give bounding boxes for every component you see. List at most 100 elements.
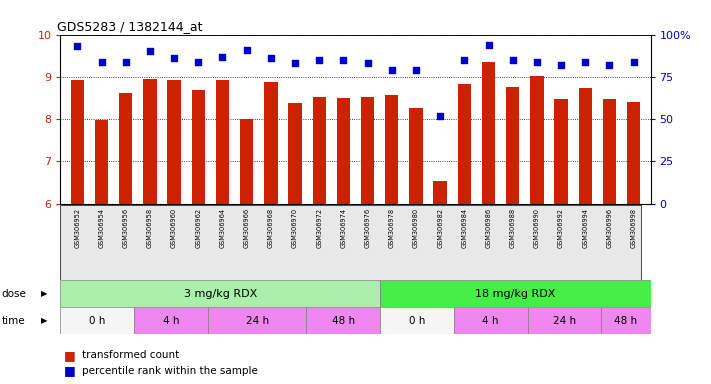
Text: 0 h: 0 h	[409, 316, 425, 326]
Text: GSM306990: GSM306990	[534, 208, 540, 248]
Text: 3 mg/kg RDX: 3 mg/kg RDX	[183, 289, 257, 299]
Point	[386, 67, 397, 73]
Bar	[240, 119, 253, 204]
Text: GSM306978: GSM306978	[389, 208, 395, 248]
Bar	[264, 82, 277, 204]
Text: GSM306974: GSM306974	[341, 208, 346, 248]
Text: GSM306986: GSM306986	[486, 208, 491, 248]
Bar	[95, 120, 108, 204]
Bar	[434, 181, 447, 204]
Text: GSM306952: GSM306952	[75, 208, 80, 248]
Bar	[313, 97, 326, 204]
Point	[579, 58, 591, 65]
Text: GSM306980: GSM306980	[413, 208, 419, 248]
Point	[483, 41, 494, 48]
Bar	[506, 86, 519, 204]
Bar	[337, 98, 350, 204]
Text: GSM306988: GSM306988	[510, 208, 515, 248]
Bar	[410, 108, 422, 204]
Bar	[306, 307, 380, 334]
Point	[241, 47, 252, 53]
Text: dose: dose	[1, 289, 26, 299]
Point	[144, 48, 156, 55]
Text: GSM306956: GSM306956	[123, 208, 129, 248]
Point	[120, 58, 132, 65]
Bar	[60, 280, 380, 307]
Text: GSM306984: GSM306984	[461, 208, 467, 248]
Text: 24 h: 24 h	[553, 316, 576, 326]
Point	[96, 58, 107, 65]
Text: GSM306960: GSM306960	[171, 208, 177, 248]
Text: GSM306962: GSM306962	[196, 208, 201, 248]
Bar	[458, 84, 471, 204]
Bar	[361, 98, 374, 204]
Text: GSM306998: GSM306998	[631, 208, 636, 248]
Point	[265, 55, 277, 61]
Bar	[134, 307, 208, 334]
Point	[531, 58, 542, 65]
Bar	[555, 99, 567, 204]
Bar	[385, 95, 398, 204]
Bar	[119, 93, 132, 204]
Point	[193, 58, 204, 65]
Text: GSM306966: GSM306966	[244, 208, 250, 248]
Text: GSM306958: GSM306958	[147, 208, 153, 248]
Text: GSM306992: GSM306992	[558, 208, 564, 248]
Text: GSM306970: GSM306970	[292, 208, 298, 248]
Bar	[380, 280, 651, 307]
Bar	[602, 307, 651, 334]
Text: 4 h: 4 h	[163, 316, 179, 326]
Text: 0 h: 0 h	[89, 316, 105, 326]
Point	[507, 57, 518, 63]
Text: percentile rank within the sample: percentile rank within the sample	[82, 366, 257, 376]
Point	[72, 43, 83, 50]
Point	[604, 62, 615, 68]
Point	[289, 60, 301, 66]
Text: 24 h: 24 h	[245, 316, 269, 326]
Text: GSM306976: GSM306976	[365, 208, 370, 248]
Bar	[627, 102, 641, 204]
Point	[555, 62, 567, 68]
Bar	[208, 307, 306, 334]
Point	[459, 57, 470, 63]
Bar	[60, 307, 134, 334]
Text: GSM306994: GSM306994	[582, 208, 588, 248]
Text: transformed count: transformed count	[82, 350, 179, 360]
Text: 48 h: 48 h	[614, 316, 638, 326]
Text: 4 h: 4 h	[483, 316, 499, 326]
Text: GSM306972: GSM306972	[316, 208, 322, 248]
Text: GSM306954: GSM306954	[99, 208, 105, 248]
Point	[362, 60, 373, 66]
Text: GSM306968: GSM306968	[268, 208, 274, 248]
Bar	[482, 62, 495, 204]
Bar	[70, 80, 84, 204]
Bar	[603, 99, 616, 204]
Bar	[454, 307, 528, 334]
Text: GSM306996: GSM306996	[606, 208, 612, 248]
Bar	[216, 80, 229, 204]
Bar	[530, 76, 543, 204]
Bar	[144, 79, 156, 204]
Point	[410, 67, 422, 73]
Text: 18 mg/kg RDX: 18 mg/kg RDX	[475, 289, 555, 299]
Text: 48 h: 48 h	[331, 316, 355, 326]
Bar	[192, 90, 205, 204]
Text: ▶: ▶	[41, 289, 48, 298]
Point	[314, 57, 325, 63]
Text: time: time	[1, 316, 25, 326]
Text: GSM306964: GSM306964	[220, 208, 225, 248]
Bar	[289, 103, 301, 204]
Point	[434, 113, 446, 119]
Text: GSM306982: GSM306982	[437, 208, 443, 248]
Text: ▶: ▶	[41, 316, 48, 325]
Bar	[380, 307, 454, 334]
Bar	[579, 88, 592, 204]
Bar	[168, 80, 181, 204]
Text: ■: ■	[64, 349, 76, 362]
Point	[169, 55, 180, 61]
Text: GDS5283 / 1382144_at: GDS5283 / 1382144_at	[58, 20, 203, 33]
Point	[338, 57, 349, 63]
Text: ■: ■	[64, 364, 76, 377]
Bar	[528, 307, 602, 334]
Point	[628, 58, 639, 65]
